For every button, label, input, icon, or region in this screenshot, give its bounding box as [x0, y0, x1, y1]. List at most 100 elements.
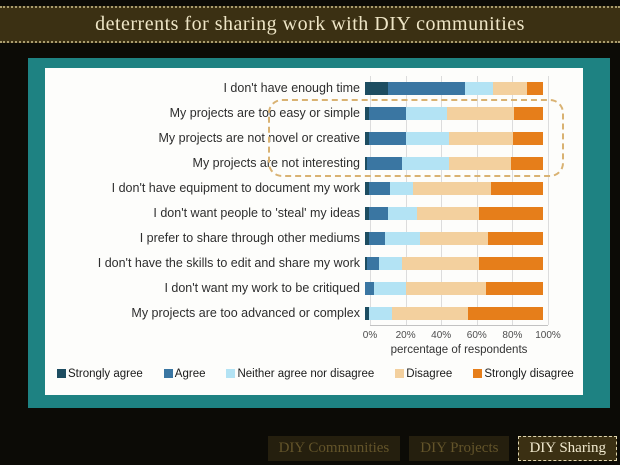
bar-segment-neither-agree-nor-disagree — [402, 157, 449, 170]
bar-segment-strongly-disagree — [526, 82, 543, 95]
stacked-bar — [365, 282, 543, 295]
bar-segment-strongly-disagree — [491, 182, 543, 195]
x-tick-label: 20% — [395, 330, 416, 341]
bar-segment-agree — [368, 107, 406, 120]
bar-segment-agree — [366, 257, 380, 270]
bar-segment-strongly-disagree — [478, 257, 543, 270]
bar-segment-strongly-agree — [365, 257, 367, 270]
bar-segment-strongly-disagree — [468, 307, 543, 320]
bar-segment-neither-agree-nor-disagree — [464, 82, 494, 95]
bar-segment-strongly-disagree — [514, 107, 543, 120]
stacked-bar — [365, 157, 543, 170]
x-tick-label: 60% — [466, 330, 487, 341]
legend-item: Strongly agree — [57, 368, 143, 380]
gridline — [441, 76, 443, 325]
x-tick-label: 40% — [431, 330, 452, 341]
stacked-bar — [365, 257, 543, 270]
bar-segment-disagree — [448, 132, 513, 145]
bar-segment-neither-agree-nor-disagree — [389, 182, 414, 195]
legend-label: Neither agree nor disagree — [237, 368, 375, 380]
stacked-bar — [365, 207, 543, 220]
category-label: I don't have the skills to edit and shar… — [97, 256, 360, 270]
bar-segment-strongly-disagree — [512, 132, 543, 145]
chart-row: My projects are not interesting — [45, 151, 548, 176]
category-label: I don't want people to 'steal' my ideas — [153, 206, 360, 220]
bar-segment-disagree — [446, 107, 515, 120]
bar-segment-strongly-agree — [365, 107, 369, 120]
chart-row: I don't want my work to be critiqued — [45, 276, 548, 301]
bar-segment-strongly-agree — [365, 157, 367, 170]
chart-row: I don't have enough time — [45, 76, 548, 101]
tab-diy-communities[interactable]: DIY Communities — [267, 436, 401, 461]
legend-item: Disagree — [395, 368, 452, 380]
title-bar: deterrents for sharing work with DIY com… — [0, 6, 620, 43]
tab-diy-projects[interactable]: DIY Projects — [409, 436, 510, 461]
legend-item: Strongly disagree — [473, 368, 574, 380]
chart-row: I don't have equipment to document my wo… — [45, 176, 548, 201]
bar-segment-neither-agree-nor-disagree — [368, 307, 392, 320]
chart-row: I don't have the skills to edit and shar… — [45, 251, 548, 276]
gridline — [512, 76, 514, 325]
bar-segment-agree — [366, 157, 403, 170]
chart-row: I don't want people to 'steal' my ideas — [45, 201, 548, 226]
category-label: I don't have enough time — [223, 81, 360, 95]
legend-item: Agree — [163, 368, 205, 380]
bar-segment-disagree — [413, 182, 492, 195]
bar-segment-neither-agree-nor-disagree — [388, 207, 417, 220]
bar-segment-strongly-agree — [365, 307, 369, 320]
x-tick-label: 0% — [362, 330, 378, 341]
bar-segment-strongly-agree — [365, 232, 369, 245]
category-label: I prefer to share through other mediums — [139, 231, 360, 245]
bar-segment-disagree — [448, 157, 511, 170]
bar-segment-agree — [365, 282, 374, 295]
category-label: My projects are not novel or creative — [158, 131, 360, 145]
bar-segment-neither-agree-nor-disagree — [405, 132, 449, 145]
category-label: My projects are too advanced or complex — [131, 306, 360, 320]
plot-gridlines — [370, 76, 549, 326]
chart-card: I don't have enough time My projects are … — [45, 68, 583, 395]
bar-segment-strongly-agree — [365, 132, 369, 145]
legend-swatch — [473, 369, 483, 378]
x-tick-label: 80% — [502, 330, 523, 341]
stacked-bar — [365, 82, 543, 95]
legend-label: Strongly disagree — [484, 368, 574, 380]
section-tabs: DIY Communities DIY Projects DIY Sharing — [267, 436, 617, 461]
bar-segment-disagree — [405, 282, 487, 295]
bar-segment-agree — [368, 232, 385, 245]
stacked-bar — [365, 107, 543, 120]
bar-chart: I don't have enough time My projects are … — [45, 76, 564, 326]
stacked-bar — [365, 307, 543, 320]
bar-segment-strongly-disagree — [510, 157, 543, 170]
category-label: My projects are too easy or simple — [169, 106, 360, 120]
bar-segment-neither-agree-nor-disagree — [384, 232, 421, 245]
tab-diy-sharing[interactable]: DIY Sharing — [518, 436, 617, 461]
chart-legend: Strongly agree Agree Neither agree nor dis… — [57, 368, 577, 380]
bar-segment-neither-agree-nor-disagree — [373, 282, 406, 295]
gridline — [370, 76, 371, 325]
bar-segment-strongly-disagree — [486, 282, 543, 295]
bar-segment-neither-agree-nor-disagree — [379, 257, 403, 270]
bar-segment-disagree — [416, 207, 479, 220]
bar-segment-strongly-agree — [365, 182, 369, 195]
category-label: I don't want my work to be critiqued — [164, 281, 360, 295]
bar-segment-agree — [368, 132, 406, 145]
stacked-bar — [365, 232, 543, 245]
chart-row: My projects are too easy or simple — [45, 101, 548, 126]
bar-segment-strongly-agree — [365, 82, 389, 95]
x-axis-title: percentage of respondents — [390, 344, 528, 356]
chart-panel: I don't have enough time My projects are … — [28, 58, 610, 408]
bar-segment-disagree — [493, 82, 527, 95]
chart-row: My projects are not novel or creative — [45, 126, 548, 151]
bar-segment-agree — [368, 182, 390, 195]
legend-swatch — [395, 369, 405, 378]
stacked-bar — [365, 132, 543, 145]
legend-item: Neither agree nor disagree — [226, 368, 374, 380]
gridline — [548, 76, 549, 325]
bar-segment-disagree — [420, 232, 488, 245]
bar-segment-agree — [388, 82, 465, 95]
bar-segment-neither-agree-nor-disagree — [405, 107, 447, 120]
bar-segment-disagree — [402, 257, 479, 270]
gridline — [405, 76, 407, 325]
x-axis-ticks: 0% 20% 40% 60% 80% 100% — [363, 330, 561, 342]
